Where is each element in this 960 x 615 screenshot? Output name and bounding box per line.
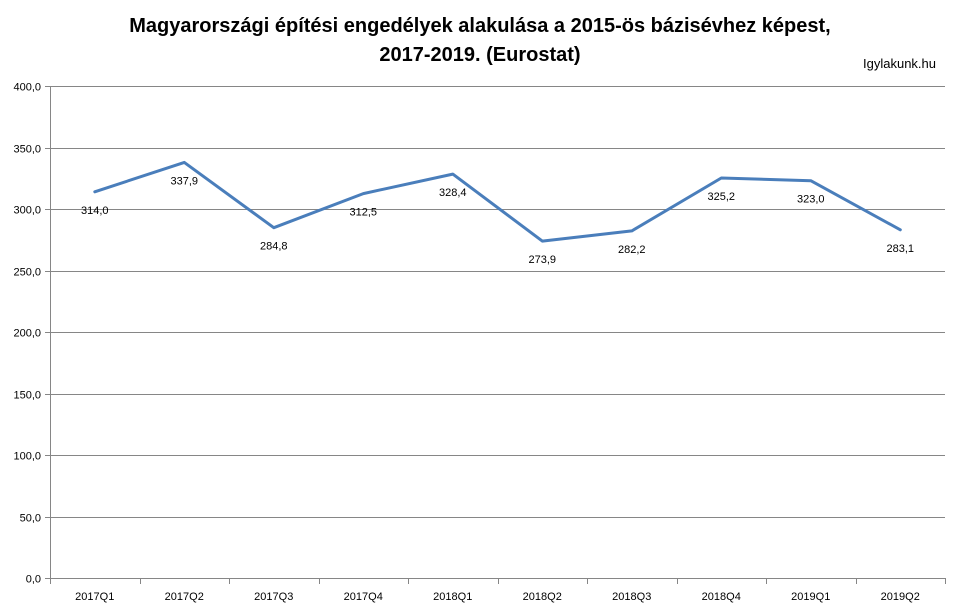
- data-label: 314,0: [81, 205, 109, 217]
- y-tick-label: 0,0: [26, 574, 41, 586]
- x-tick-label: 2017Q4: [344, 591, 383, 603]
- data-label: 273,9: [528, 254, 556, 266]
- x-tick-label: 2019Q1: [791, 591, 830, 603]
- source-watermark: Igylakunk.hu: [863, 56, 936, 71]
- y-tick-label: 350,0: [13, 144, 41, 156]
- data-label: 323,0: [797, 194, 825, 206]
- data-label: 282,2: [618, 244, 646, 256]
- x-tick-label: 2017Q2: [165, 591, 204, 603]
- chart-title-line-2: 2017-2019. (Eurostat): [379, 44, 581, 66]
- data-point: [899, 228, 902, 231]
- x-tick-label: 2018Q1: [433, 591, 472, 603]
- data-point: [809, 179, 812, 182]
- chart-title-line-1: Magyarországi építési engedélyek alakulá…: [129, 15, 831, 37]
- data-point: [183, 161, 186, 164]
- data-point: [93, 190, 96, 193]
- x-tick-label: 2019Q2: [881, 591, 920, 603]
- y-tick-label: 200,0: [13, 328, 41, 340]
- x-tick-label: 2017Q3: [254, 591, 293, 603]
- data-label: 328,4: [439, 187, 467, 199]
- y-tick-label: 300,0: [13, 205, 41, 217]
- data-point: [720, 177, 723, 180]
- data-label: 283,1: [886, 243, 914, 255]
- data-label: 312,5: [349, 207, 377, 219]
- y-tick-label: 50,0: [20, 513, 41, 525]
- data-point: [541, 240, 544, 243]
- data-label: 284,8: [260, 241, 288, 253]
- chart-title: Magyarországi építési engedélyek alakulá…: [0, 12, 960, 70]
- y-tick-label: 400,0: [13, 82, 41, 94]
- data-point: [630, 229, 633, 232]
- x-tick-label: 2018Q3: [612, 591, 651, 603]
- y-tick-label: 150,0: [13, 390, 41, 402]
- y-tick-label: 100,0: [13, 451, 41, 463]
- data-point: [272, 226, 275, 229]
- x-tick-label: 2018Q2: [523, 591, 562, 603]
- y-tick-label: 250,0: [13, 267, 41, 279]
- x-tick-label: 2017Q1: [75, 591, 114, 603]
- x-tick-label: 2018Q4: [702, 591, 741, 603]
- data-point: [451, 173, 454, 176]
- data-label: 325,2: [707, 191, 735, 203]
- data-label: 337,9: [170, 175, 198, 187]
- series-line: [93, 160, 902, 243]
- data-point: [362, 192, 365, 195]
